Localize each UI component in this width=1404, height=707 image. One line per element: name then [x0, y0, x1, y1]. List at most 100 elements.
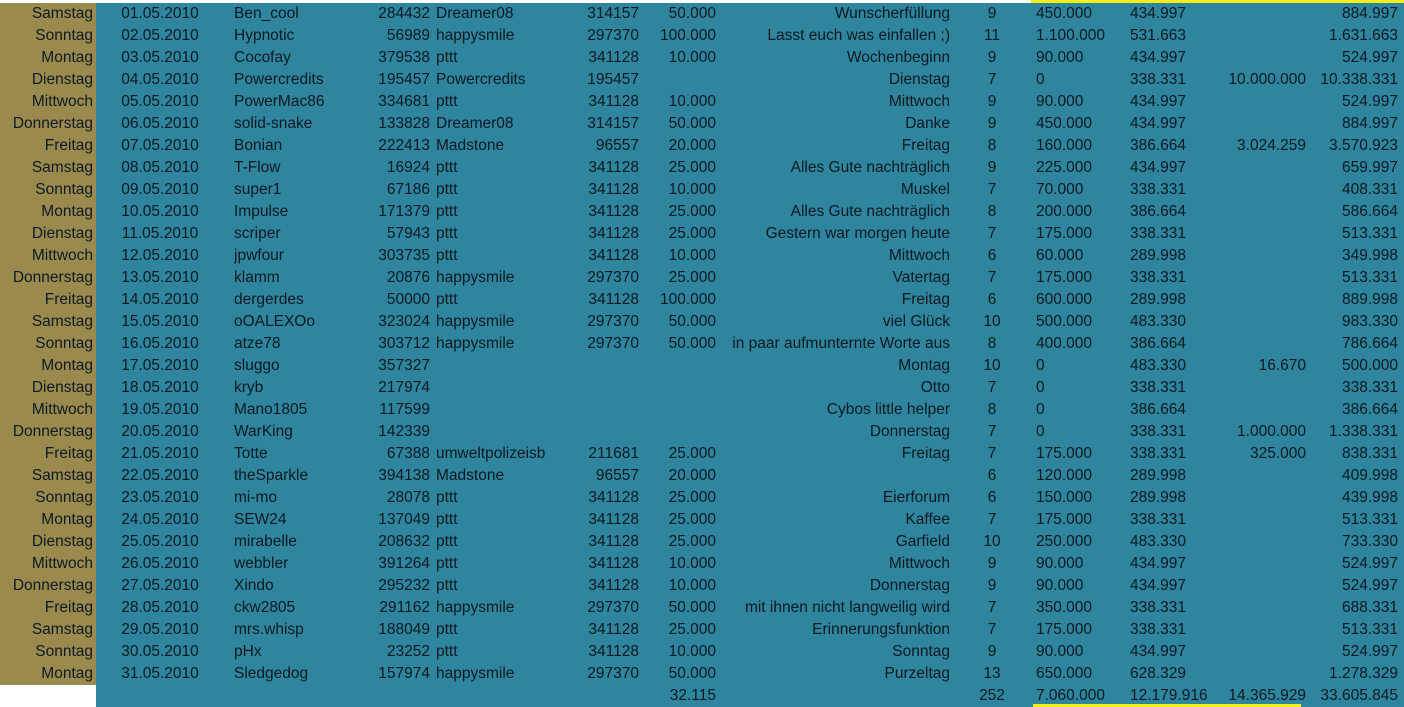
cell-partner[interactable]: happysmile — [436, 269, 515, 286]
cell-message[interactable]: Eierforum — [882, 489, 950, 506]
cell-partner-id[interactable]: 341128 — [588, 203, 639, 220]
cell-message[interactable]: Freitag — [901, 445, 950, 462]
cell-date[interactable]: 01.05.2010 — [121, 5, 199, 22]
cell-total[interactable]: 513.331 — [1341, 225, 1398, 242]
cell-date[interactable]: 15.05.2010 — [121, 313, 199, 330]
cell-amount[interactable]: 50.000 — [668, 665, 716, 682]
cell-partner[interactable]: Powercredits — [436, 71, 526, 88]
cell-user[interactable]: sluggo — [234, 357, 280, 374]
cell-partner[interactable]: pttt — [436, 511, 458, 528]
cell-extra[interactable] — [1210, 179, 1306, 201]
cell-date[interactable]: 23.05.2010 — [121, 489, 199, 506]
cell-bonus[interactable]: 386.664 — [1130, 335, 1187, 352]
cell-partner[interactable]: happysmile — [436, 27, 515, 44]
cell-count[interactable]: 8 — [987, 137, 997, 154]
cell-user[interactable]: PowerMac86 — [234, 93, 325, 110]
cell-partner-id[interactable]: 297370 — [587, 335, 639, 352]
cell-amount[interactable]: 25.000 — [668, 511, 716, 528]
cell-count[interactable]: 8 — [987, 401, 997, 418]
cell-bonus[interactable]: 12.179.916 — [1130, 687, 1208, 704]
cell-count[interactable]: 10 — [983, 533, 1001, 550]
cell-partner-id[interactable]: 341128 — [588, 291, 639, 308]
cell-total[interactable]: 10.338.331 — [1320, 71, 1398, 88]
cell-partner[interactable]: pttt — [436, 555, 458, 572]
cell-user-id[interactable]: 208632 — [378, 533, 430, 550]
cell-partner[interactable] — [436, 421, 546, 443]
cell-user-id[interactable]: 394138 — [378, 467, 430, 484]
cell-extra[interactable] — [1210, 245, 1306, 267]
cell-weekday[interactable]: Montag — [41, 357, 93, 374]
cell-bonus[interactable]: 434.997 — [1130, 115, 1187, 132]
cell-partner-id[interactable]: 341128 — [588, 93, 639, 110]
cell-date[interactable]: 06.05.2010 — [121, 115, 199, 132]
cell-message[interactable]: Purzeltag — [884, 665, 950, 682]
cell-points[interactable]: 90.000 — [1036, 577, 1084, 594]
cell-count[interactable]: 9 — [987, 577, 997, 594]
cell-partner[interactable]: pttt — [436, 225, 458, 242]
cell-user[interactable]: jpwfour — [234, 247, 284, 264]
cell-user-id[interactable]: 323024 — [378, 313, 430, 330]
cell-amount[interactable] — [640, 355, 716, 377]
cell-bonus[interactable]: 338.331 — [1130, 621, 1187, 638]
cell-count[interactable]: 6 — [987, 467, 997, 484]
cell-message[interactable]: Donnerstag — [869, 577, 950, 594]
cell-date[interactable]: 05.05.2010 — [121, 93, 199, 110]
cell-count[interactable]: 7 — [987, 511, 997, 528]
cell-partner[interactable] — [436, 355, 546, 377]
cell-partner-id[interactable]: 96557 — [595, 137, 639, 154]
cell-message[interactable]: viel Glück — [882, 313, 950, 330]
cell-amount[interactable]: 25.000 — [668, 621, 716, 638]
cell-bonus[interactable]: 483.330 — [1130, 533, 1187, 550]
cell-points[interactable]: 90.000 — [1036, 643, 1084, 660]
cell-partner-id[interactable] — [560, 399, 639, 421]
cell-weekday[interactable]: Dienstag — [31, 71, 93, 88]
cell-date[interactable]: 12.05.2010 — [121, 247, 199, 264]
cell-weekday[interactable]: Sonntag — [35, 181, 93, 198]
cell-message[interactable]: Garfield — [895, 533, 950, 550]
cell-total[interactable]: 513.331 — [1341, 621, 1398, 638]
cell-date[interactable]: 26.05.2010 — [121, 555, 199, 572]
cell-extra[interactable] — [1210, 223, 1306, 245]
cell-bonus[interactable]: 434.997 — [1130, 5, 1187, 22]
cell-count[interactable]: 9 — [987, 643, 997, 660]
cell-user-id[interactable]: 67186 — [386, 181, 430, 198]
cell-date[interactable]: 28.05.2010 — [121, 599, 199, 616]
cell-message[interactable] — [719, 465, 950, 487]
cell-message[interactable]: Alles Gute nachträglich — [790, 203, 950, 220]
cell-bonus[interactable]: 338.331 — [1130, 511, 1187, 528]
cell-weekday[interactable]: Sonntag — [35, 27, 93, 44]
cell-weekday[interactable]: Donnerstag — [12, 577, 93, 594]
cell-total[interactable]: 338.331 — [1341, 379, 1398, 396]
cell-amount[interactable]: 10.000 — [668, 577, 716, 594]
cell-count[interactable]: 6 — [987, 291, 997, 308]
cell-weekday[interactable]: Sonntag — [35, 335, 93, 352]
cell-amount[interactable]: 25.000 — [668, 533, 716, 550]
cell-total[interactable]: 524.997 — [1341, 643, 1398, 660]
cell-points[interactable]: 350.000 — [1036, 599, 1093, 616]
cell-message[interactable]: Mittwoch — [888, 555, 950, 572]
cell-points[interactable]: 200.000 — [1036, 203, 1093, 220]
cell-date[interactable]: 18.05.2010 — [121, 379, 199, 396]
cell-message[interactable]: mit ihnen nicht langweilig wird — [744, 599, 950, 616]
cell-date[interactable]: 07.05.2010 — [121, 137, 199, 154]
cell-date[interactable]: 13.05.2010 — [121, 269, 199, 286]
cell-date[interactable]: 24.05.2010 — [121, 511, 199, 528]
cell-extra[interactable] — [1210, 641, 1306, 663]
cell-message[interactable]: Sonntag — [892, 643, 950, 660]
cell-user[interactable]: Bonian — [234, 137, 283, 154]
cell-extra[interactable] — [1210, 25, 1306, 47]
cell-total[interactable]: 1.631.663 — [1329, 27, 1398, 44]
cell-count[interactable]: 7 — [987, 269, 997, 286]
cell-amount[interactable]: 20.000 — [668, 137, 716, 154]
cell-user[interactable]: atze78 — [234, 335, 281, 352]
cell-extra[interactable] — [1210, 311, 1306, 333]
cell-message[interactable]: Freitag — [901, 137, 950, 154]
cell-total[interactable]: 884.997 — [1341, 115, 1398, 132]
cell-user-id[interactable]: 157974 — [378, 665, 430, 682]
cell-weekday[interactable]: Montag — [41, 203, 93, 220]
cell-count[interactable]: 7 — [987, 379, 997, 396]
cell-total[interactable]: 838.331 — [1341, 445, 1398, 462]
cell-user[interactable]: theSparkle — [234, 467, 309, 484]
cell-amount[interactable] — [640, 421, 716, 443]
cell-count[interactable]: 9 — [987, 555, 997, 572]
